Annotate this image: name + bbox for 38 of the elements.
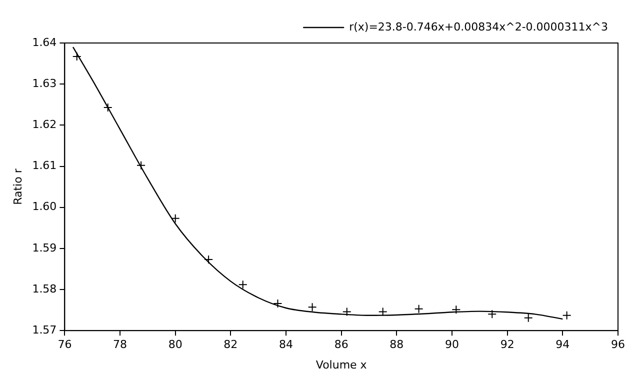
point <box>273 298 282 308</box>
y-tick-label: 1.62 <box>32 118 57 132</box>
point <box>414 304 424 314</box>
x-tick-label: 86 <box>334 338 348 352</box>
point <box>72 52 82 62</box>
point <box>452 305 461 314</box>
x-tick-label: 80 <box>168 338 182 352</box>
x-tick-label: 90 <box>445 338 460 352</box>
x-tick-label: 96 <box>611 338 625 352</box>
point <box>488 310 497 319</box>
x-tick-label: 78 <box>113 338 128 352</box>
y-tick-label: 1.58 <box>32 282 57 296</box>
point <box>524 313 533 322</box>
y-axis-title: Ratio r <box>11 168 24 205</box>
x-tick-label: 84 <box>279 338 294 352</box>
x-tick-label: 76 <box>58 338 72 352</box>
y-tick-label: 1.61 <box>32 159 57 172</box>
line-series <box>72 46 564 320</box>
y-tick-label: 1.63 <box>32 76 57 90</box>
y-tick-label: 1.60 <box>32 200 57 214</box>
y-tick-label: 1.64 <box>32 36 57 49</box>
x-tick-label: 92 <box>500 338 514 352</box>
point <box>238 280 248 290</box>
x-tick-label: 88 <box>390 338 404 352</box>
x-axis-title: Volume x <box>316 358 368 372</box>
point <box>204 255 214 264</box>
point <box>308 302 317 312</box>
y-tick-label: 1.57 <box>32 323 57 336</box>
legend-label: r(x)=23.8-0.746x+0.00834x^2-0.0000311x^3 <box>349 20 608 34</box>
y-tick-label: 1.59 <box>32 241 57 254</box>
point <box>103 103 112 112</box>
point <box>342 307 352 316</box>
point <box>170 214 180 223</box>
x-tick-label: 82 <box>224 338 238 352</box>
point <box>378 307 388 316</box>
x-tick-label: 94 <box>556 338 570 352</box>
point <box>562 310 572 320</box>
point <box>136 160 146 170</box>
